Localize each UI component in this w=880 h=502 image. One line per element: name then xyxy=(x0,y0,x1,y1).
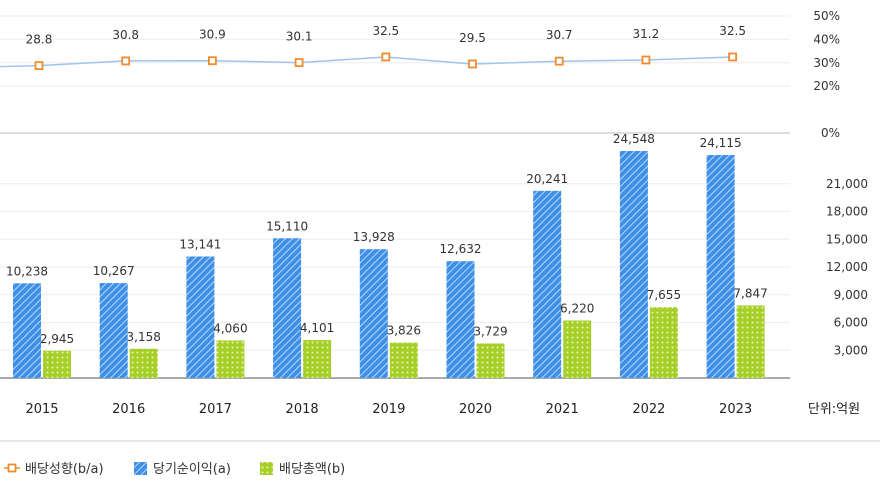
bar-net-income xyxy=(446,261,475,378)
bar-dividend xyxy=(129,348,158,378)
top-axis-tick: 30% xyxy=(813,56,840,70)
x-tick-label: 2018 xyxy=(286,402,319,417)
top-axis-tick: 20% xyxy=(813,79,840,93)
bar-dividend xyxy=(216,340,245,378)
data-label-net-income: 24,548 xyxy=(613,132,655,146)
data-label-dividend: 4,101 xyxy=(300,321,334,335)
bars-layer xyxy=(13,151,765,378)
top-axis-tick: 50% xyxy=(813,9,840,23)
bottom-axis-tick: 9,000 xyxy=(834,288,868,302)
legend-line-marker xyxy=(7,463,17,473)
x-tick-label: 2020 xyxy=(459,402,492,417)
line-marker xyxy=(121,56,131,66)
bar-net-income xyxy=(186,256,215,378)
data-label-net-income: 13,928 xyxy=(353,230,395,244)
bar-net-income xyxy=(13,283,41,378)
axis-layer: 50% 40% 30% 20% 0% 21,000 18,000 15,000 12,000 9,… xyxy=(813,9,868,357)
data-label-dividend: 3,158 xyxy=(127,330,161,344)
data-label-net-income: 10,238 xyxy=(6,264,48,278)
data-label-net-income: 12,632 xyxy=(440,242,482,256)
bar-dividend xyxy=(389,342,418,378)
bottom-axis-tick: 21,000 xyxy=(826,177,868,191)
x-tick-label: 2016 xyxy=(112,402,145,417)
line-marker xyxy=(468,59,477,69)
data-label-net-income: 15,110 xyxy=(266,219,308,233)
top-axis-tick: 40% xyxy=(813,32,840,46)
bar-dividend xyxy=(303,340,332,378)
bar-dividend xyxy=(43,350,71,378)
data-label-net-income: 10,267 xyxy=(93,264,135,278)
bottom-axis-tick: 12,000 xyxy=(826,260,868,274)
bar-net-income xyxy=(706,155,735,378)
legend-label-net-income: 당기순이익(a) xyxy=(153,462,231,477)
bottom-axis-tick: 18,000 xyxy=(826,205,868,219)
line-marker xyxy=(728,52,737,62)
data-label-dividend: 6,220 xyxy=(560,301,594,315)
data-label-payout-ratio: 31.2 xyxy=(633,27,660,41)
data-label-dividend: 7,655 xyxy=(647,288,681,302)
bottom-axis-tick: 3,000 xyxy=(834,343,868,357)
bar-net-income xyxy=(359,249,388,378)
unit-label: 단위:억원 xyxy=(808,402,860,417)
data-label-payout-ratio: 32.5 xyxy=(719,24,746,38)
data-label-payout-ratio: 30.7 xyxy=(546,28,573,42)
line-marker xyxy=(34,61,44,71)
bar-dividend xyxy=(649,307,678,378)
x-tick-label: 2021 xyxy=(546,402,579,417)
data-label-dividend: 4,060 xyxy=(213,321,247,335)
data-label-dividend: 2,945 xyxy=(40,332,74,346)
bar-dividend xyxy=(563,320,592,378)
line-marker xyxy=(207,56,217,66)
line-marker xyxy=(554,56,564,66)
line-marker xyxy=(641,55,651,65)
x-tick-label: 2019 xyxy=(372,402,405,417)
data-label-dividend: 3,826 xyxy=(387,324,421,338)
data-label-net-income: 20,241 xyxy=(526,172,568,186)
data-label-net-income: 13,141 xyxy=(179,237,221,251)
bar-dividend xyxy=(476,343,505,378)
data-label-dividend: 7,847 xyxy=(733,286,767,300)
data-label-payout-ratio: 28.8 xyxy=(26,33,53,47)
line-marker xyxy=(381,52,391,62)
data-label-net-income: 24,115 xyxy=(700,136,742,150)
bar-dividend xyxy=(736,305,765,378)
top-axis-tick: 0% xyxy=(821,126,840,140)
data-label-dividend: 3,729 xyxy=(473,325,507,339)
legend-label-payout-ratio: 배당성향(b/a) xyxy=(25,462,104,477)
legend-swatch-net-income xyxy=(134,462,147,475)
data-label-payout-ratio: 29.5 xyxy=(459,31,486,45)
legend-label-dividend: 배당총액(b) xyxy=(279,462,345,477)
line-marker xyxy=(294,58,304,67)
bar-net-income xyxy=(273,238,302,378)
x-tick-label: 2023 xyxy=(719,402,752,417)
line-layer xyxy=(0,52,737,71)
data-label-payout-ratio: 30.8 xyxy=(112,28,139,42)
data-label-payout-ratio: 30.9 xyxy=(199,28,226,42)
bar-net-income xyxy=(533,190,562,378)
legend-swatch-dividend xyxy=(260,462,273,475)
x-tick-label: 2015 xyxy=(25,402,58,417)
bar-net-income xyxy=(619,151,648,378)
x-tick-label: 2017 xyxy=(199,402,232,417)
x-tick-label: 2022 xyxy=(632,402,665,417)
line-payout-ratio xyxy=(0,56,733,68)
data-label-payout-ratio: 30.1 xyxy=(286,30,313,44)
labels-layer: 10,238 2,945 2015 10,267 3,158 2016 13,141 4,06… xyxy=(6,24,860,417)
bottom-axis-tick: 6,000 xyxy=(834,316,868,330)
data-label-payout-ratio: 32.5 xyxy=(372,24,399,38)
legend: 배당성향(b/a) 당기순이익(a) 배당총액(b) xyxy=(4,462,345,477)
bottom-axis-tick: 15,000 xyxy=(826,232,868,246)
bar-net-income xyxy=(99,283,128,378)
